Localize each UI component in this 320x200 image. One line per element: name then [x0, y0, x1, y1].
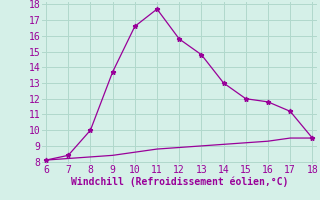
X-axis label: Windchill (Refroidissement éolien,°C): Windchill (Refroidissement éolien,°C): [70, 177, 288, 187]
